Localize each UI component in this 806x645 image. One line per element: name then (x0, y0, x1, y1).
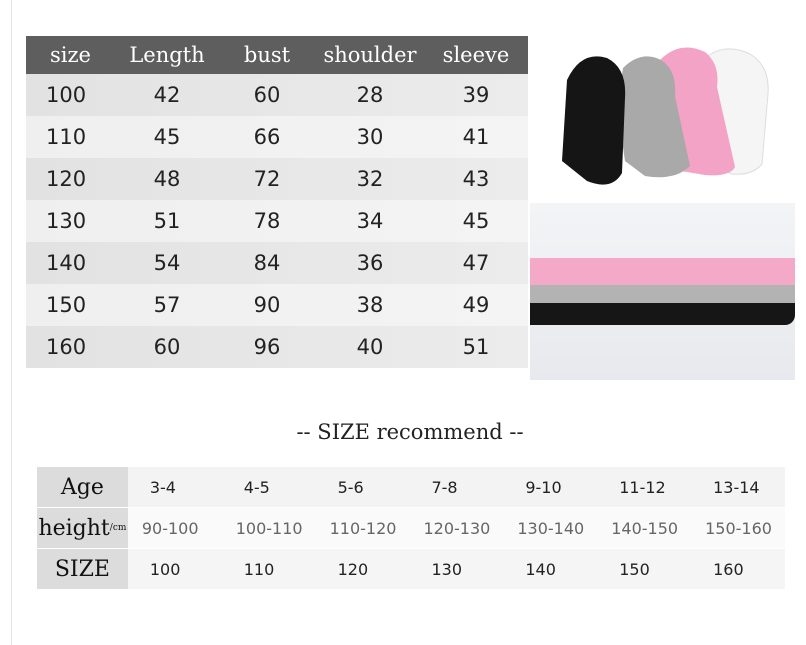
size-recommend-table: Age 3-4 4-5 5-6 7-8 9-10 11-12 13-14 height/cm… (37, 467, 785, 590)
size-chart-row: 100 42 60 28 39 (26, 74, 528, 116)
size-cell: 140 (503, 549, 598, 589)
cell-length: 57 (153, 293, 181, 317)
age-label: Age (37, 467, 128, 507)
cell-bust: 66 (253, 125, 281, 149)
size-recommend-title: -- SIZE recommend -- (296, 420, 524, 444)
cell-size: 100 (46, 83, 87, 107)
cell-shoulder: 40 (356, 335, 384, 359)
age-cell: 7-8 (409, 467, 504, 507)
size-chart-row: 160 60 96 40 51 (26, 326, 528, 368)
size-chart-row: 140 54 84 36 47 (26, 242, 528, 284)
cell-sleeve: 51 (462, 335, 490, 359)
cell-bust: 90 (253, 293, 281, 317)
size-chart-table: size Length bust shoulder sleeve 100 42 60… (26, 36, 528, 368)
black-fabric (530, 303, 795, 325)
black-hoodie (562, 56, 626, 185)
cell-length: 51 (153, 209, 181, 233)
cell-bust: 78 (253, 209, 281, 233)
cell-sleeve: 41 (462, 125, 490, 149)
size-chart-header: size Length bust shoulder sleeve (26, 36, 528, 74)
cell-sleeve: 43 (462, 167, 490, 191)
height-cell: 100-110 (221, 508, 316, 548)
height-cell: 150-160 (691, 508, 785, 548)
size-chart-row: 120 48 72 32 43 (26, 158, 528, 200)
age-cell: 9-10 (503, 467, 598, 507)
height-label: height/cm (37, 508, 128, 548)
cell-shoulder: 36 (356, 251, 384, 275)
size-cell: 120 (315, 549, 410, 589)
age-cell: 4-5 (221, 467, 316, 507)
age-cell: 13-14 (691, 467, 785, 507)
size-cell: 130 (409, 549, 504, 589)
height-cell: 130-140 (503, 508, 598, 548)
cell-sleeve: 45 (462, 209, 490, 233)
left-edge-line (11, 0, 12, 645)
header-length: Length (129, 43, 205, 67)
cell-bust: 96 (253, 335, 281, 359)
size-cell: 110 (221, 549, 316, 589)
cell-shoulder: 28 (356, 83, 384, 107)
cell-size: 140 (46, 251, 87, 275)
size-cell: 100 (127, 549, 222, 589)
size-cell: 160 (691, 549, 785, 589)
cell-shoulder: 34 (356, 209, 384, 233)
size-chart-row: 130 51 78 34 45 (26, 200, 528, 242)
cell-length: 60 (153, 335, 181, 359)
cell-size: 120 (46, 167, 87, 191)
height-row: height/cm 90-100 100-110 110-120 120-130 130… (37, 508, 785, 548)
cell-size: 130 (46, 209, 87, 233)
header-size: size (50, 43, 91, 67)
pink-fabric (530, 258, 795, 290)
cell-size: 110 (46, 125, 87, 149)
cell-shoulder: 32 (356, 167, 384, 191)
cell-shoulder: 38 (356, 293, 384, 317)
grey-fabric (530, 285, 795, 305)
size-chart-row: 110 45 66 30 41 (26, 116, 528, 158)
cell-sleeve: 49 (462, 293, 490, 317)
fabric-stack-photo (530, 203, 795, 380)
size-chart-row: 150 57 90 38 49 (26, 284, 528, 326)
height-text: height (38, 515, 110, 541)
hoodies-photo (562, 47, 769, 185)
size-row: SIZE 100 110 120 130 140 150 160 (37, 549, 785, 589)
height-unit: /cm (109, 523, 127, 533)
cell-bust: 60 (253, 83, 281, 107)
cell-size: 160 (46, 335, 87, 359)
size-cell: 150 (597, 549, 692, 589)
height-cell: 90-100 (127, 508, 222, 548)
age-cell: 5-6 (315, 467, 410, 507)
cell-bust: 84 (253, 251, 281, 275)
age-cell: 11-12 (597, 467, 692, 507)
height-cell: 120-130 (409, 508, 504, 548)
cell-length: 45 (153, 125, 181, 149)
header-sleeve: sleeve (442, 43, 510, 67)
height-cell: 140-150 (597, 508, 692, 548)
cell-length: 42 (153, 83, 181, 107)
header-bust: bust (243, 43, 291, 67)
header-shoulder: shoulder (323, 43, 417, 67)
cell-sleeve: 39 (462, 83, 490, 107)
age-row: Age 3-4 4-5 5-6 7-8 9-10 11-12 13-14 (37, 467, 785, 507)
cell-size: 150 (46, 293, 87, 317)
cell-shoulder: 30 (356, 125, 384, 149)
cell-length: 48 (153, 167, 181, 191)
cell-length: 54 (153, 251, 181, 275)
grey-hoodie (617, 56, 690, 178)
size-label: SIZE (37, 549, 128, 589)
cell-sleeve: 47 (462, 251, 490, 275)
cell-bust: 72 (253, 167, 281, 191)
height-cell: 110-120 (315, 508, 410, 548)
age-cell: 3-4 (127, 467, 222, 507)
